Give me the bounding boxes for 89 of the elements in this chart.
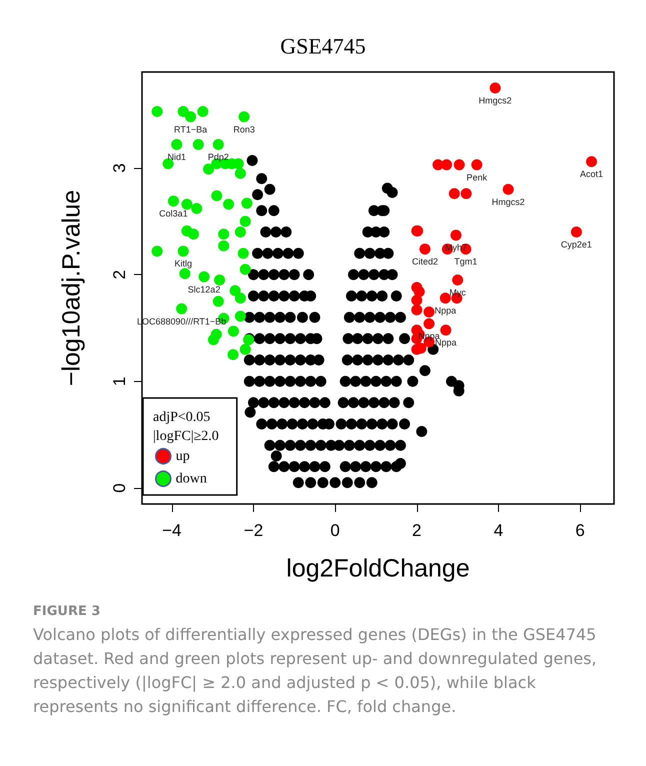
point (238, 248, 249, 259)
point (452, 274, 464, 286)
x-tick-label: −2 (244, 521, 264, 540)
point (454, 159, 465, 170)
annotation: Nppa (435, 338, 457, 348)
y-tick-label: 0 (110, 483, 129, 493)
y-axis-title: −log10adj.P.value (58, 190, 86, 386)
point (238, 111, 250, 122)
point (208, 334, 219, 346)
point (234, 292, 246, 304)
point (441, 159, 452, 170)
point (188, 228, 199, 240)
point (178, 106, 189, 117)
point (203, 164, 214, 175)
point (218, 228, 230, 240)
x-tick-label: 4 (494, 521, 504, 540)
point (419, 244, 430, 255)
point (424, 306, 435, 318)
annotation: Ron3 (233, 124, 255, 134)
annotation: Hmgcs2 (492, 196, 525, 207)
point (490, 82, 501, 94)
annotation: Cyp2e1 (560, 240, 592, 250)
point (440, 324, 452, 336)
chart-title: GSE4745 (280, 34, 366, 58)
point (230, 285, 241, 296)
point (414, 286, 425, 298)
annotation: Acot1 (580, 169, 604, 180)
caption: FIGURE 3 (33, 604, 102, 619)
point (240, 344, 251, 355)
annotation: Nppa (434, 306, 456, 316)
point (228, 326, 239, 337)
x-tick-label: 0 (330, 521, 340, 540)
point (424, 318, 435, 330)
point (176, 303, 188, 314)
point (197, 106, 208, 117)
point (471, 159, 482, 170)
point (179, 268, 190, 280)
point (181, 198, 192, 210)
point (450, 230, 462, 241)
annotation: Col3a1 (159, 208, 188, 219)
annotation: Cited2 (412, 256, 438, 267)
point (152, 246, 163, 257)
y-tick-label: 2 (110, 270, 129, 280)
point (240, 216, 251, 227)
x-tick-label: 2 (412, 521, 422, 540)
point (152, 106, 163, 117)
point (191, 203, 202, 214)
point (211, 190, 222, 202)
annotation: Myc (449, 288, 466, 298)
point (448, 188, 460, 200)
point (460, 188, 472, 200)
annotation: Tgm1 (454, 256, 478, 267)
annotation: Hmgcs2 (478, 96, 512, 106)
point (411, 304, 422, 316)
point (185, 111, 196, 122)
x-tick-label: 6 (575, 521, 585, 540)
y-tick-label: 1 (110, 376, 129, 386)
point (502, 184, 514, 195)
point (570, 226, 582, 238)
point (234, 310, 246, 322)
point (178, 246, 189, 257)
point (212, 296, 224, 307)
point (241, 198, 252, 209)
point (228, 349, 239, 360)
point (212, 139, 224, 150)
point (218, 240, 230, 252)
point (171, 139, 182, 150)
annotation: RT1−Ba (174, 124, 208, 134)
y-tick-label: 3 (110, 163, 129, 173)
x-tick-label: −4 (162, 521, 182, 540)
annotation: Slc12a2 (188, 284, 220, 294)
point (214, 274, 226, 286)
point (234, 168, 246, 179)
point (240, 264, 251, 275)
point (192, 139, 204, 150)
annotation: Nid1 (167, 152, 186, 162)
point (234, 226, 246, 238)
legend-label: up (176, 448, 190, 464)
point (168, 196, 179, 207)
text: Volcano plots of differentially expressed genes (DEGs) in the GSE4745 dataset. Red and green plots represent up- and downregulated genes, respectively (|logFC| ≥ 2.0 and adjusted p < 0.05), while black represents no significant difference. FC, fold change. (33, 624, 598, 718)
point (223, 198, 234, 210)
point (411, 294, 422, 306)
point (586, 156, 598, 168)
point (440, 292, 451, 304)
annotation: Kitlg (174, 258, 192, 269)
x-axis-title: log2FoldChange (286, 554, 470, 582)
point (198, 271, 210, 282)
legend-label: down (176, 471, 207, 486)
annotation: Penk (466, 172, 488, 182)
